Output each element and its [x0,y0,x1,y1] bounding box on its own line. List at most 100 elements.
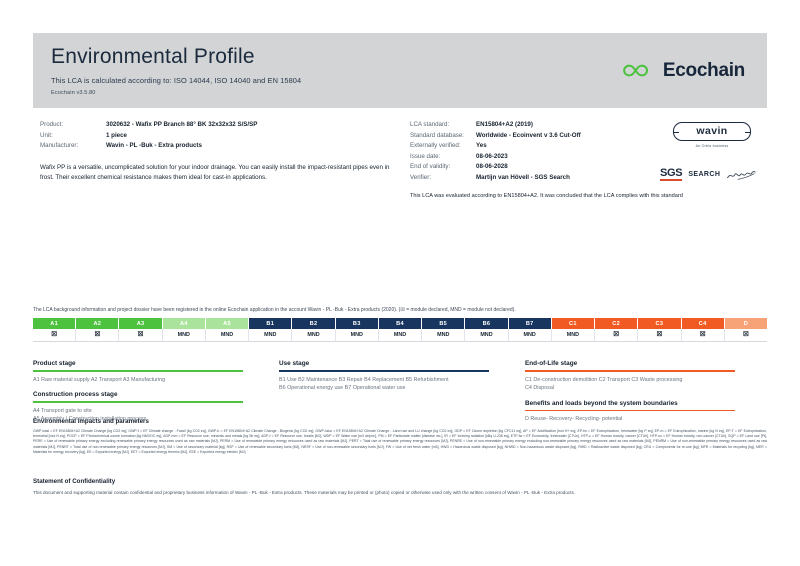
green-rule [33,401,243,403]
ecochain-wordmark: Ecochain [662,59,745,81]
product-stage-items: A1 Raw material supply A2 Transport A3 M… [33,376,261,385]
meta-row: Verifier: Martijn van Hövell - SGS Searc… [410,173,660,184]
module-header-b5: B5 [422,318,466,329]
module-value-a5: MND [205,328,250,343]
module-header-d: D [724,318,767,329]
search-logo: SEARCH [688,171,721,178]
meta-row: Product: 3020632 - Wafix PP Branch 88° B… [40,120,410,131]
construction-stage-title: Construction process stage [33,391,118,399]
module-header-c2: C2 [595,318,639,329]
registration-line: The LCA background information and proje… [33,307,516,313]
meta-value: Yes [476,142,487,149]
ecochain-logo: Ecochain [619,60,745,82]
module-value-c4: ☒ [681,328,725,343]
navy-rule [279,370,489,372]
meta-value: Martijn van Hövell - SGS Search [476,173,570,181]
product-stage-column: Product stage A1 Raw material supply A2 … [33,360,275,431]
document-header: Environmental Profile This LCA is calcul… [33,33,767,108]
module-value-c2: ☒ [595,328,639,343]
wavin-tagline: An Orbia business [695,143,729,148]
meta-value: EN15804+A2 (2019) [476,121,533,128]
impacts-legend: Environmental impacts and parameters GWP… [33,418,767,455]
module-header-c1: C1 [551,318,596,329]
confidentiality-text: This document and supporting material co… [33,490,576,495]
green-rule [33,370,243,372]
meta-value: 1 piece [106,131,127,139]
module-value-row: ☒ ☒ ☒ MND MND MND MND MND MND MND MND MND MND ☒ ☒ ☒ ☒ [33,328,767,343]
module-value-b1: MND [249,328,293,343]
module-header-b1: B1 [249,318,293,329]
meta-row: LCA standard: EN15804+A2 (2019) [410,120,660,131]
lca-meta-column: LCA standard: EN15804+A2 (2019) Standard… [410,120,660,183]
module-value-b7: MND [508,328,552,343]
module-header-a2: A2 [76,318,120,329]
meta-row: End of validity: 08-06-2028 [410,162,660,173]
eol-stage-title: End-of-Life stage [525,360,578,367]
impacts-abbreviation-text: GWP-total = EF EN15804+A2 Climate Change… [33,429,767,454]
meta-value: Worldwide - Ecoinvent v 3.6 Cut-Off [476,131,581,139]
use-stage-items: B1 Use B2 Maintenance B3 Repair B4 Repla… [279,376,507,393]
module-header-b7: B7 [508,318,552,329]
infinity-icon [623,64,648,76]
use-stage-column: Use stage B1 Use B2 Maintenance B3 Repai… [275,360,521,431]
wavin-wordmark: wavin [673,122,751,141]
module-header-c3: C3 [638,318,682,329]
eol-item-line1: C1 De-construction demolition C2 Transpo… [525,376,683,383]
meta-label: Manufacturer: [40,142,79,149]
construction-stage-items: A4 Transport gate to site A5 Assembly / … [33,407,261,424]
product-stage-title: Product stage [33,360,76,367]
standards-subtitle: This LCA is calculated according to: ISO… [51,76,302,85]
module-header-row: A1 A2 A3 A4 A5 B1 B2 B3 B4 B5 B6 B7 C1 C2 C3 C4 D [33,318,767,329]
construction-item-a4: A4 Transport gate to site [33,407,92,414]
use-stage-block: Use stage B1 Use B2 Maintenance B3 Repai… [279,360,507,393]
module-header-b4: B4 [378,318,423,329]
meta-value: 3020632 - Wafix PP Branch 88° BK 32x32x3… [106,121,258,128]
header-text-group: Environmental Profile This LCA is calcul… [51,45,301,96]
meta-row: Unit: 1 piece [40,131,410,142]
module-header-a3: A3 [119,318,163,329]
module-value-c1: MND [551,328,596,343]
meta-value: 08-06-2028 [476,163,508,170]
module-value-b3: MND [335,328,379,343]
product-meta-column: Product: 3020632 - Wafix PP Branch 88° B… [40,120,410,183]
module-value-a4: MND [162,328,206,343]
module-header-b2: B2 [292,318,336,329]
module-header-b3: B3 [335,318,379,329]
module-header-c4: C4 [681,318,725,329]
meta-row: Issue date: 08-06-2023 [410,152,660,163]
metadata-block: Product: 3020632 - Wafix PP Branch 88° B… [40,120,770,183]
meta-label: Externally verified: [410,142,461,149]
app-version: Ecochain v3.5.80 [51,90,96,96]
product-stage-block: Product stage A1 Raw material supply A2 … [33,360,261,384]
construction-item-a5: A5 Assembly / Construction installation … [33,416,147,423]
benefits-stage-block: Benefits and loads beyond the system bou… [525,400,753,424]
module-value-a3: ☒ [119,328,163,343]
module-header-a5: A5 [205,318,250,329]
meta-row: Externally verified: Yes [410,141,660,152]
module-value-b4: MND [378,328,423,343]
module-header-a1: A1 [33,318,77,329]
meta-row: Standard database: Worldwide - Ecoinvent… [410,131,660,142]
signature-icon [727,171,756,180]
use-item-line2: B6 Operational energy use B7 Operational… [279,385,406,392]
orange-rule [525,409,735,412]
meta-value: 08-06-2023 [476,152,508,160]
module-declaration-table: A1 A2 A3 A4 A5 B1 B2 B3 B4 B5 B6 B7 C1 C2 C3 C4 D ☒ ☒ ☒ MND… [33,318,767,343]
use-item-line1: B1 Use B2 Maintenance B3 Repair B4 Repla… [279,376,449,383]
product-stage-item-list: A1 Raw material supply A2 Transport A3 M… [33,376,166,383]
sgs-logo: SGS [660,167,683,181]
meta-label: LCA standard: [410,121,450,128]
confidentiality-section: Statement of Confidentiality This docume… [33,478,767,496]
certifier-logos: SGS SEARCH [660,168,760,181]
eol-stage-items: C1 De-construction demolition C2 Transpo… [525,376,753,393]
construction-stage-block: Construction process stage A4 Transport … [33,391,261,424]
eol-item-line2: C4 Disposal [525,385,555,392]
meta-label: Issue date: [410,152,441,160]
meta-value: Wavin - PL -Buk - Extra products [106,142,202,149]
impacts-title: Environmental impacts and parameters [33,418,149,425]
confidentiality-title: Statement of Confidentiality [33,478,116,485]
meta-label: Standard database: [410,131,465,139]
eol-stage-block: End-of-Life stage C1 De-construction dem… [525,360,753,393]
module-header-a4: A4 [162,318,206,329]
lifecycle-stages: Product stage A1 Raw material supply A2 … [33,360,767,431]
